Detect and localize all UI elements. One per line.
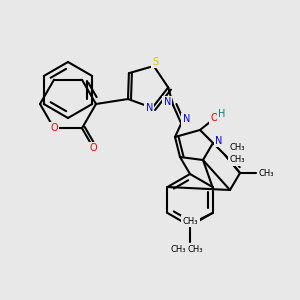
Text: CH₃: CH₃ [229,142,245,152]
Text: S: S [153,57,159,67]
Text: N: N [182,115,190,124]
Text: CH₃: CH₃ [187,245,203,254]
Text: O: O [210,113,218,123]
Text: O: O [90,143,97,153]
Text: N: N [215,136,223,146]
Text: CH₃: CH₃ [258,169,274,178]
Text: CH₃: CH₃ [229,155,245,164]
Text: CH₃: CH₃ [183,217,198,226]
Text: CH₃: CH₃ [170,245,186,254]
Text: H: H [218,109,226,119]
Text: O: O [50,123,58,133]
Text: N: N [146,103,153,113]
Text: N: N [164,98,171,107]
